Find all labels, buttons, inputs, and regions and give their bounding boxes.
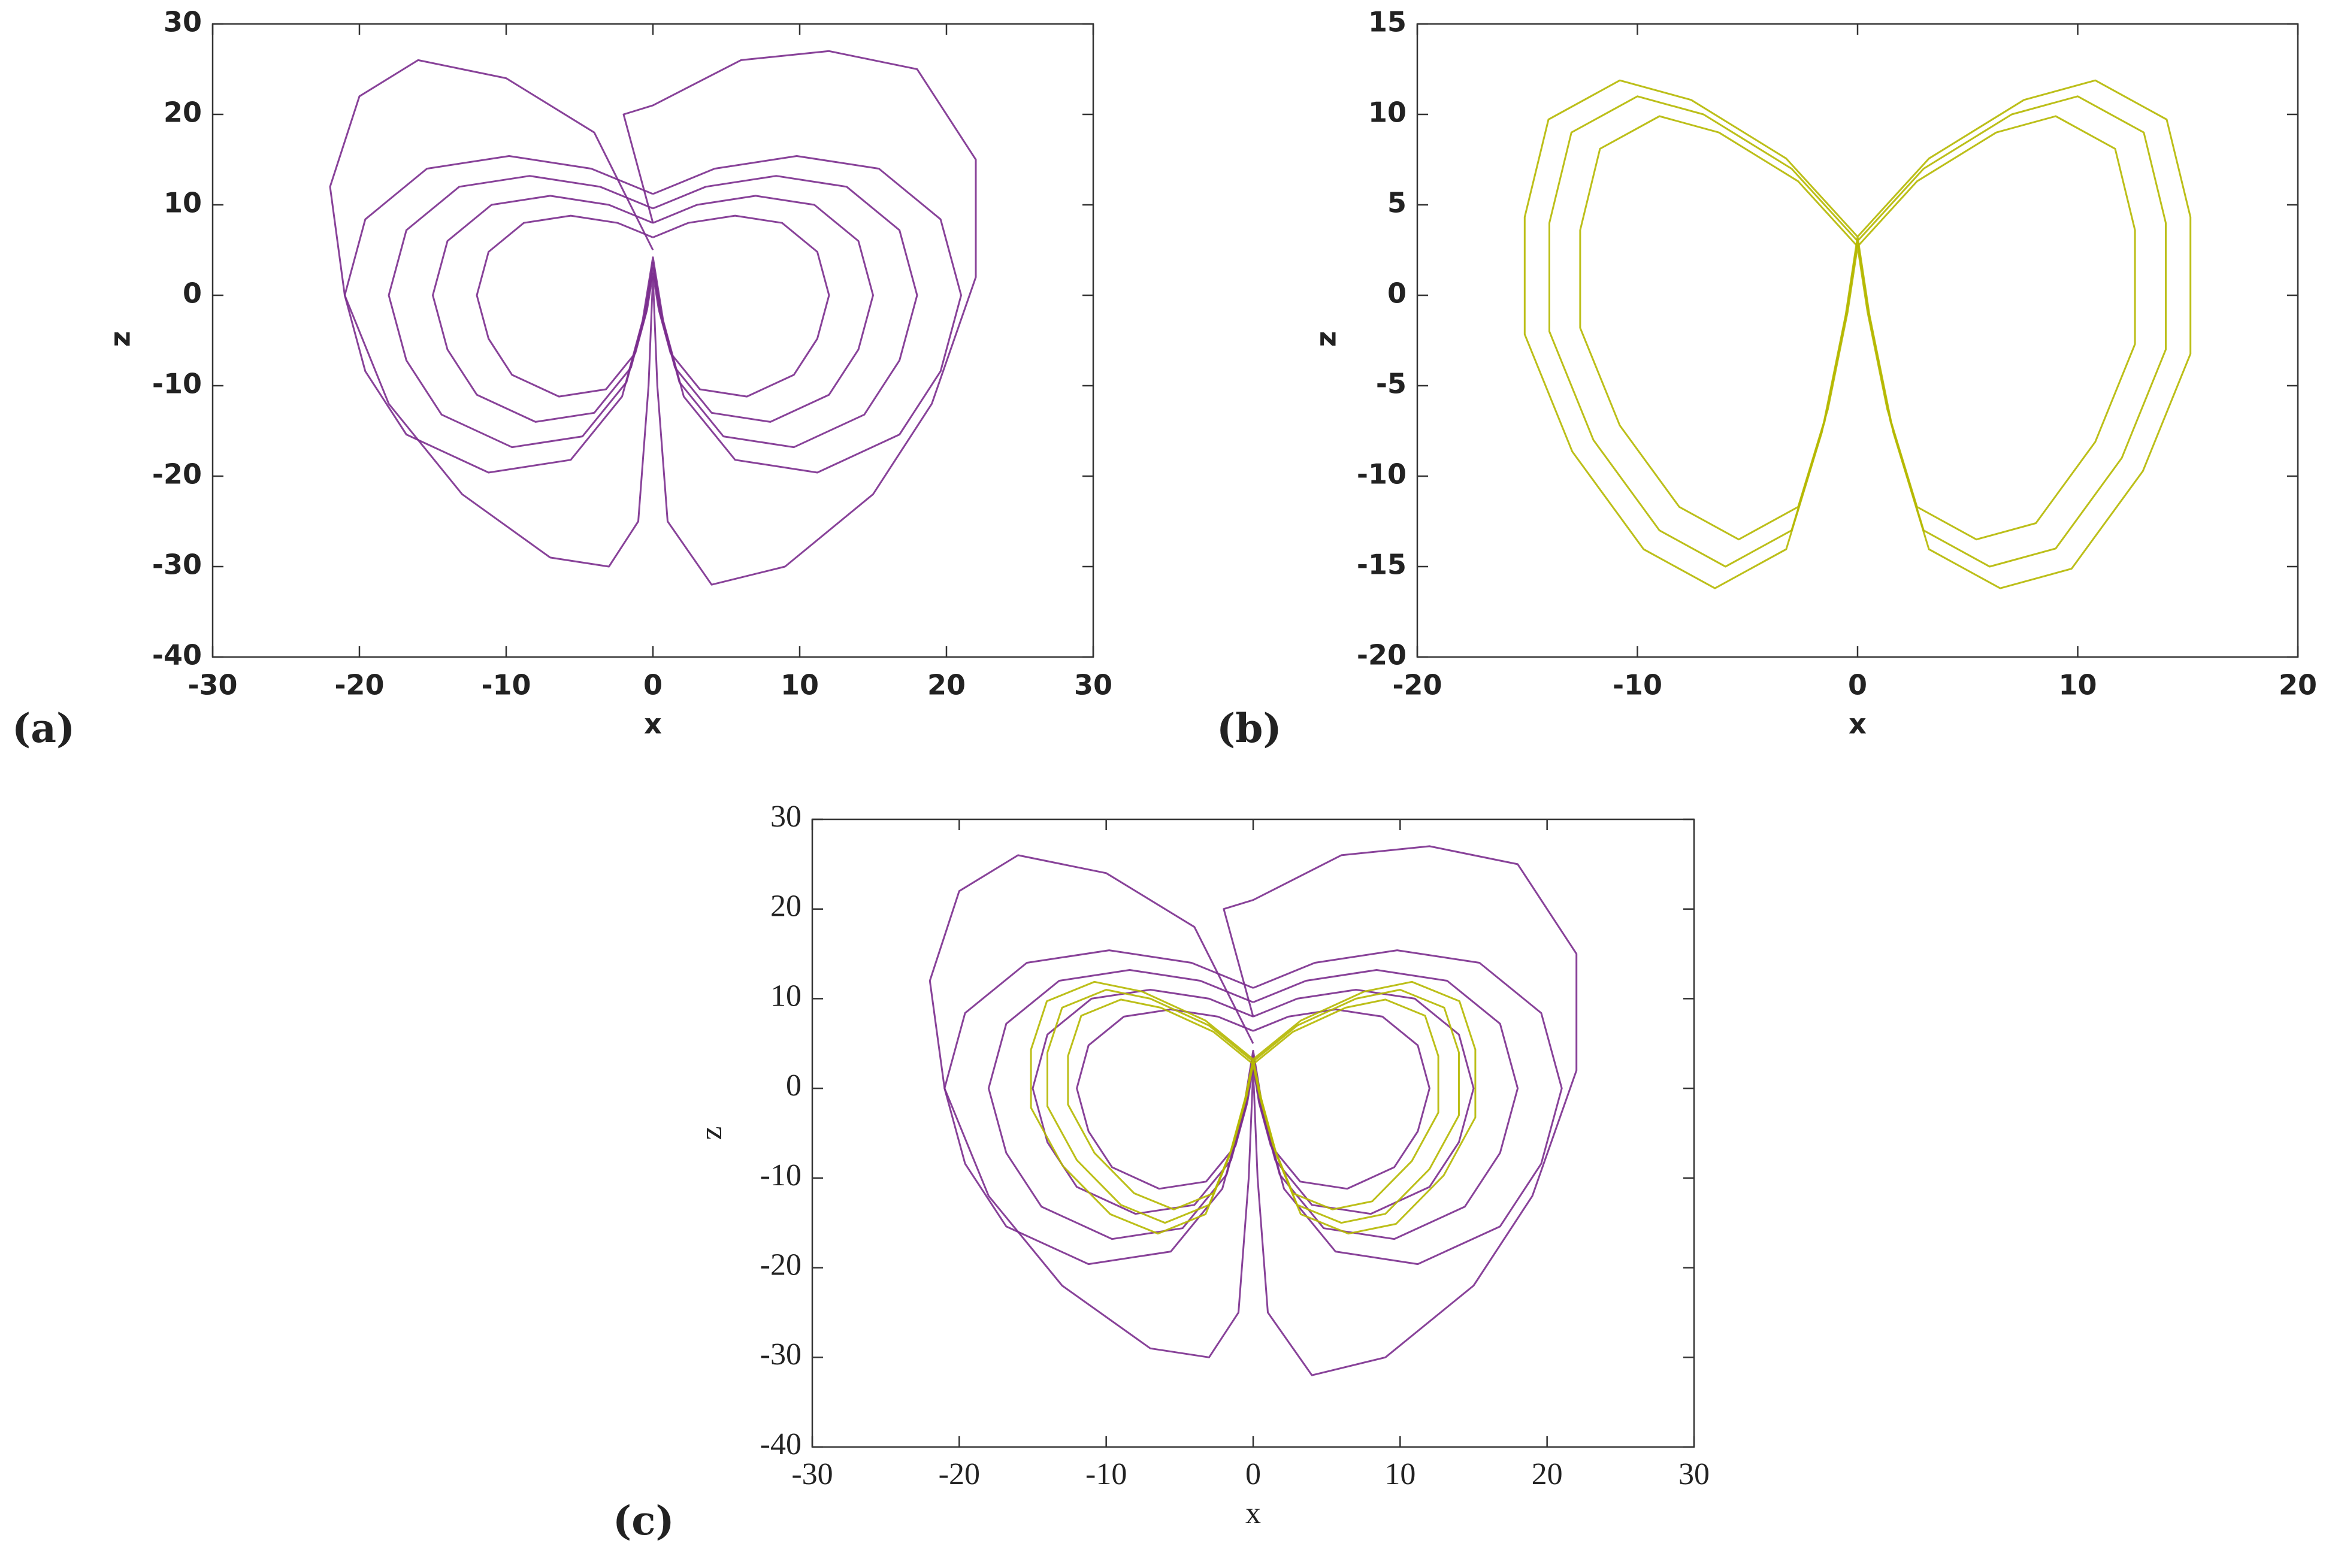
y-tick-label: 30 <box>164 6 202 38</box>
trajectory <box>1548 95 2167 568</box>
y-tick-label: 20 <box>770 889 801 924</box>
x-tick-label: -20 <box>1392 669 1442 701</box>
x-axis-label: x <box>644 708 662 740</box>
x-tick-label: 20 <box>2279 669 2317 701</box>
x-tick-label: 20 <box>1532 1457 1563 1491</box>
trajectory <box>1032 989 1475 1215</box>
x-tick-label: 0 <box>1848 669 1867 701</box>
y-tick-label: 15 <box>1368 6 1407 38</box>
panel-label: (c) <box>613 1497 675 1544</box>
x-tick-label: 30 <box>1074 669 1112 701</box>
axes-box <box>211 23 1094 658</box>
y-tick-label: -10 <box>760 1158 801 1192</box>
x-tick-label: 10 <box>781 669 819 701</box>
x-tick-label: 10 <box>1384 1457 1415 1491</box>
y-tick-label: -10 <box>152 368 202 400</box>
trajectory <box>476 214 830 398</box>
panel-label: (b) <box>1217 705 1282 752</box>
panel: -20 -10 0 10 20 -20 -15 -10 -5 0 5 10 15 x z (b) <box>1217 6 2317 752</box>
y-tick-label: -5 <box>1376 368 1407 400</box>
trajectory <box>943 949 1563 1266</box>
x-tick-label: -10 <box>1085 1457 1127 1491</box>
y-tick-label: 10 <box>1368 96 1407 129</box>
y-tick-label: 30 <box>770 800 801 834</box>
y-tick-label: -20 <box>760 1248 801 1282</box>
x-tick-label: -10 <box>1613 669 1662 701</box>
y-axis-label: z <box>104 331 137 347</box>
x-tick-label: 0 <box>643 669 663 701</box>
x-tick-label: -20 <box>334 669 384 701</box>
x-tick-label: -30 <box>791 1457 833 1491</box>
y-tick-label: 0 <box>183 277 202 310</box>
y-tick-label: 0 <box>786 1068 801 1103</box>
x-tick-label: -30 <box>187 669 237 701</box>
x-tick-label: 20 <box>927 669 966 701</box>
x-tick-label: -10 <box>481 669 531 701</box>
y-tick-label: -30 <box>152 549 202 581</box>
y-tick-label: -10 <box>1357 458 1407 491</box>
x-axis-label: x <box>1849 708 1867 740</box>
trajectory <box>1523 79 2192 589</box>
x-tick-label: 0 <box>1245 1457 1261 1491</box>
y-tick-label: -15 <box>1357 549 1407 581</box>
x-tick-label: 10 <box>2058 669 2097 701</box>
y-tick-label: 0 <box>1387 277 1407 310</box>
panel-label: (a) <box>12 705 75 752</box>
y-tick-label: 10 <box>770 979 801 1013</box>
trajectory <box>388 175 918 449</box>
trajectory <box>329 50 977 586</box>
x-tick-label: 30 <box>1678 1457 1710 1491</box>
x-axis-label: x <box>1245 1496 1261 1530</box>
y-tick-label: -40 <box>760 1427 801 1461</box>
trajectory <box>344 155 962 474</box>
trajectory <box>928 845 1578 1376</box>
trajectory <box>1076 1008 1430 1190</box>
trajectory <box>1030 980 1477 1235</box>
x-tick-label: -20 <box>939 1457 980 1491</box>
y-tick-label: -30 <box>760 1337 801 1372</box>
y-tick-label: 20 <box>164 96 202 129</box>
trajectory <box>1046 989 1460 1224</box>
y-tick-label: 5 <box>1387 187 1407 219</box>
y-axis-label: z <box>694 1126 728 1140</box>
axes-box <box>811 818 1695 1448</box>
y-tick-label: -20 <box>152 458 202 491</box>
trajectory <box>1067 998 1439 1210</box>
y-tick-label: -40 <box>152 639 202 671</box>
y-tick-label: -20 <box>1357 639 1407 671</box>
trajectory <box>432 195 874 423</box>
y-axis-label: z <box>1310 331 1342 347</box>
trajectory <box>1579 115 2136 541</box>
y-tick-label: 10 <box>164 187 202 219</box>
